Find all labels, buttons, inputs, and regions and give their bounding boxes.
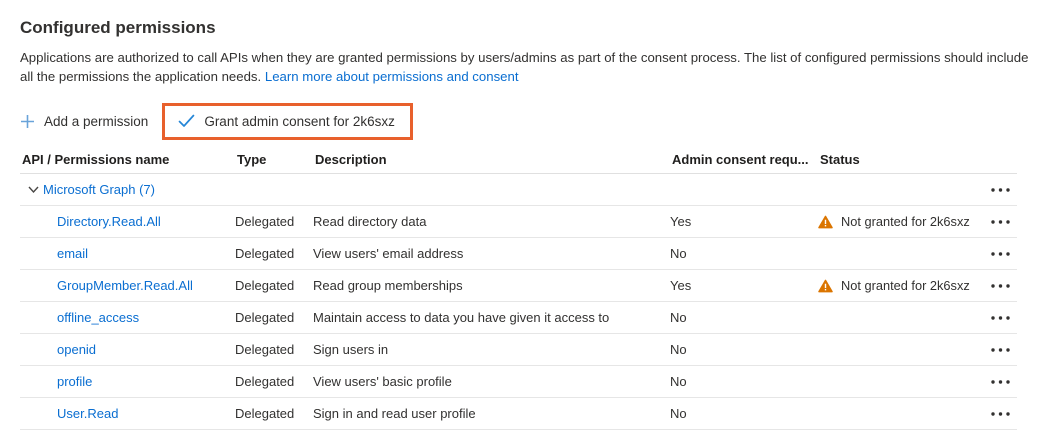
ellipsis-icon	[991, 187, 1010, 192]
permission-type: Delegated	[235, 406, 295, 421]
row-menu-button[interactable]	[989, 249, 1012, 259]
permission-description: Maintain access to data you have given i…	[313, 310, 610, 325]
chevron-down-icon[interactable]	[27, 183, 40, 196]
admin-consent-required-value: No	[670, 246, 687, 261]
description-text: Applications are authorized to call APIs…	[20, 50, 1029, 84]
permission-row: GroupMember.Read.All Delegated Read grou…	[20, 270, 1017, 302]
admin-consent-required-value: No	[670, 310, 687, 325]
permission-description: View users' basic profile	[313, 374, 452, 389]
row-menu-button[interactable]	[989, 409, 1012, 419]
table-header-row: API / Permissions name Type Description …	[20, 146, 1017, 174]
status-cell: Not granted for 2k6sxz	[818, 214, 987, 229]
column-header-type: Type	[237, 152, 267, 167]
api-group-row-microsoft-graph: Microsoft Graph (7)	[20, 174, 1017, 206]
learn-more-link[interactable]: Learn more about permissions and consent	[264, 69, 519, 84]
add-permission-label: Add a permission	[44, 113, 149, 129]
row-menu-button[interactable]	[989, 377, 1012, 387]
permission-type: Delegated	[235, 278, 295, 293]
permission-row: email Delegated View users' email addres…	[20, 238, 1017, 270]
configured-permissions-section: Configured permissions Applications are …	[20, 18, 1060, 430]
admin-consent-required-value: No	[670, 406, 687, 421]
status-text: Not granted for 2k6sxz	[841, 278, 970, 293]
plus-icon	[20, 114, 35, 129]
permission-row: profile Delegated View users' basic prof…	[20, 366, 1017, 398]
permission-name-link[interactable]: profile	[57, 374, 93, 389]
permission-type: Delegated	[235, 342, 295, 357]
page-title: Configured permissions	[20, 18, 216, 37]
permission-name-link[interactable]: Directory.Read.All	[57, 214, 161, 229]
ellipsis-icon	[991, 283, 1010, 288]
ellipsis-icon	[991, 315, 1010, 320]
admin-consent-required-value: No	[670, 342, 687, 357]
permission-type: Delegated	[235, 374, 295, 389]
status-text: Not granted for 2k6sxz	[841, 214, 970, 229]
ellipsis-icon	[991, 347, 1010, 352]
permission-name-link[interactable]: GroupMember.Read.All	[57, 278, 193, 293]
permission-type: Delegated	[235, 214, 295, 229]
section-description: Applications are authorized to call APIs…	[20, 48, 1030, 86]
add-permission-button[interactable]: Add a permission	[20, 114, 148, 129]
permission-type: Delegated	[235, 246, 295, 261]
row-menu-button[interactable]	[989, 281, 1012, 291]
permission-row: Directory.Read.All Delegated Read direct…	[20, 206, 1017, 238]
permission-row: offline_access Delegated Maintain access…	[20, 302, 1017, 334]
permission-description: Sign in and read user profile	[313, 406, 476, 421]
column-header-description: Description	[315, 152, 387, 167]
ellipsis-icon	[991, 379, 1010, 384]
api-group-link[interactable]: Microsoft Graph (7)	[43, 182, 155, 197]
row-menu-button[interactable]	[989, 345, 1012, 355]
permission-description: View users' email address	[313, 246, 464, 261]
permission-name-link[interactable]: openid	[57, 342, 97, 357]
warning-triangle-icon	[818, 215, 833, 229]
column-header-admin-consent-required: Admin consent requ...	[672, 152, 809, 167]
permission-name-link[interactable]: email	[57, 246, 89, 261]
permission-row: openid Delegated Sign users in No	[20, 334, 1017, 366]
permission-type: Delegated	[235, 310, 295, 325]
ellipsis-icon	[991, 251, 1010, 256]
permission-row: User.Read Delegated Sign in and read use…	[20, 398, 1017, 430]
ellipsis-icon	[991, 219, 1010, 224]
ellipsis-icon	[991, 411, 1010, 416]
admin-consent-required-value: Yes	[670, 214, 692, 229]
admin-consent-required-value: Yes	[670, 278, 692, 293]
permission-description: Read directory data	[313, 214, 427, 229]
annotation-highlight-box: Grant admin consent for 2k6sxz	[162, 102, 413, 140]
permission-name-link[interactable]: User.Read	[57, 406, 119, 421]
grant-admin-consent-button[interactable]: Grant admin consent for 2k6sxz	[178, 114, 395, 129]
permission-name-link[interactable]: offline_access	[57, 310, 140, 325]
status-cell: Not granted for 2k6sxz	[818, 278, 987, 293]
row-menu-button[interactable]	[989, 185, 1012, 195]
permissions-table: API / Permissions name Type Description …	[20, 146, 1017, 430]
checkmark-icon	[178, 114, 195, 128]
row-menu-button[interactable]	[989, 217, 1012, 227]
permission-description: Read group memberships	[313, 278, 463, 293]
command-bar: Add a permission Grant admin consent for…	[20, 99, 1060, 143]
warning-triangle-icon	[818, 279, 833, 293]
grant-admin-consent-label: Grant admin consent for 2k6sxz	[204, 113, 395, 129]
column-header-api-permissions-name: API / Permissions name	[22, 152, 170, 167]
row-menu-button[interactable]	[989, 313, 1012, 323]
permission-description: Sign users in	[313, 342, 389, 357]
column-header-status: Status	[820, 152, 860, 167]
admin-consent-required-value: No	[670, 374, 687, 389]
